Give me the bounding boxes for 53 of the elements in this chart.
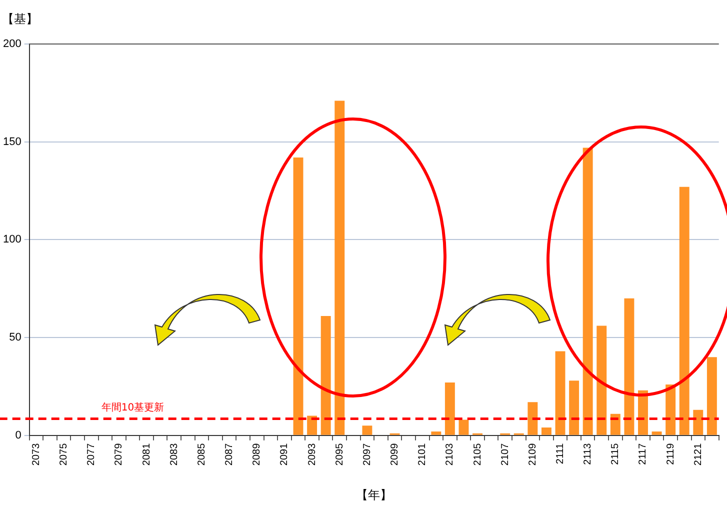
bar bbox=[679, 186, 690, 435]
y-axis-title: 【基】 bbox=[2, 12, 38, 26]
bar bbox=[320, 316, 331, 435]
x-tick-label: 2081 bbox=[141, 442, 152, 466]
x-tick-label: 2107 bbox=[500, 442, 511, 466]
y-tick-label: 50 bbox=[9, 332, 22, 344]
bar bbox=[431, 431, 442, 435]
x-tick-label: 2111 bbox=[555, 442, 566, 464]
x-tick-label: 2119 bbox=[665, 442, 676, 465]
bar bbox=[541, 428, 552, 435]
ref-line-label: 年間10基更新 bbox=[101, 401, 164, 414]
x-tick-label: 2101 bbox=[417, 442, 428, 466]
x-tick-label: 2113 bbox=[582, 442, 594, 465]
x-tick-label: 2105 bbox=[472, 442, 484, 466]
x-tick-label: 2095 bbox=[334, 442, 346, 466]
bar bbox=[307, 416, 318, 435]
x-tick-label: 2117 bbox=[638, 442, 649, 465]
x-tick-label: 2093 bbox=[306, 442, 318, 466]
x-tick-label: 2087 bbox=[224, 442, 236, 466]
bar bbox=[293, 157, 304, 435]
bar bbox=[596, 326, 607, 435]
y-tick-label: 200 bbox=[2, 38, 22, 50]
x-tick-label: 2099 bbox=[390, 442, 401, 466]
bar bbox=[569, 380, 580, 435]
bar bbox=[528, 402, 538, 435]
x-tick-label: 2089 bbox=[252, 442, 263, 466]
bar bbox=[582, 148, 593, 435]
bar bbox=[624, 298, 634, 435]
x-tick-label: 2115 bbox=[610, 442, 622, 465]
bar bbox=[693, 410, 704, 435]
x-axis-title: 【年】 bbox=[356, 488, 392, 502]
y-tick-label: 150 bbox=[2, 136, 22, 148]
bar bbox=[666, 384, 676, 435]
bar bbox=[444, 382, 455, 435]
x-tick-label: 2109 bbox=[527, 442, 538, 466]
x-tick-label: 2103 bbox=[444, 442, 456, 466]
x-tick-label: 2075 bbox=[58, 442, 70, 466]
x-tick-label: 2079 bbox=[114, 442, 125, 466]
x-tick-label: 2091 bbox=[279, 442, 290, 466]
bar bbox=[458, 420, 469, 435]
x-tick-label: 2073 bbox=[31, 442, 42, 466]
bar bbox=[652, 431, 662, 435]
y-tick-label: 0 bbox=[15, 429, 22, 442]
bar bbox=[362, 426, 372, 435]
bar bbox=[334, 100, 345, 435]
bar bbox=[555, 351, 566, 435]
x-tick-label: 2121 bbox=[692, 442, 704, 466]
x-tick-label: 2083 bbox=[168, 442, 180, 466]
bar bbox=[706, 357, 717, 435]
y-tick-label: 100 bbox=[2, 234, 22, 246]
x-tick-label: 2077 bbox=[86, 442, 98, 466]
x-tick-label: 2097 bbox=[362, 442, 373, 466]
x-tick-label: 2085 bbox=[196, 442, 208, 466]
